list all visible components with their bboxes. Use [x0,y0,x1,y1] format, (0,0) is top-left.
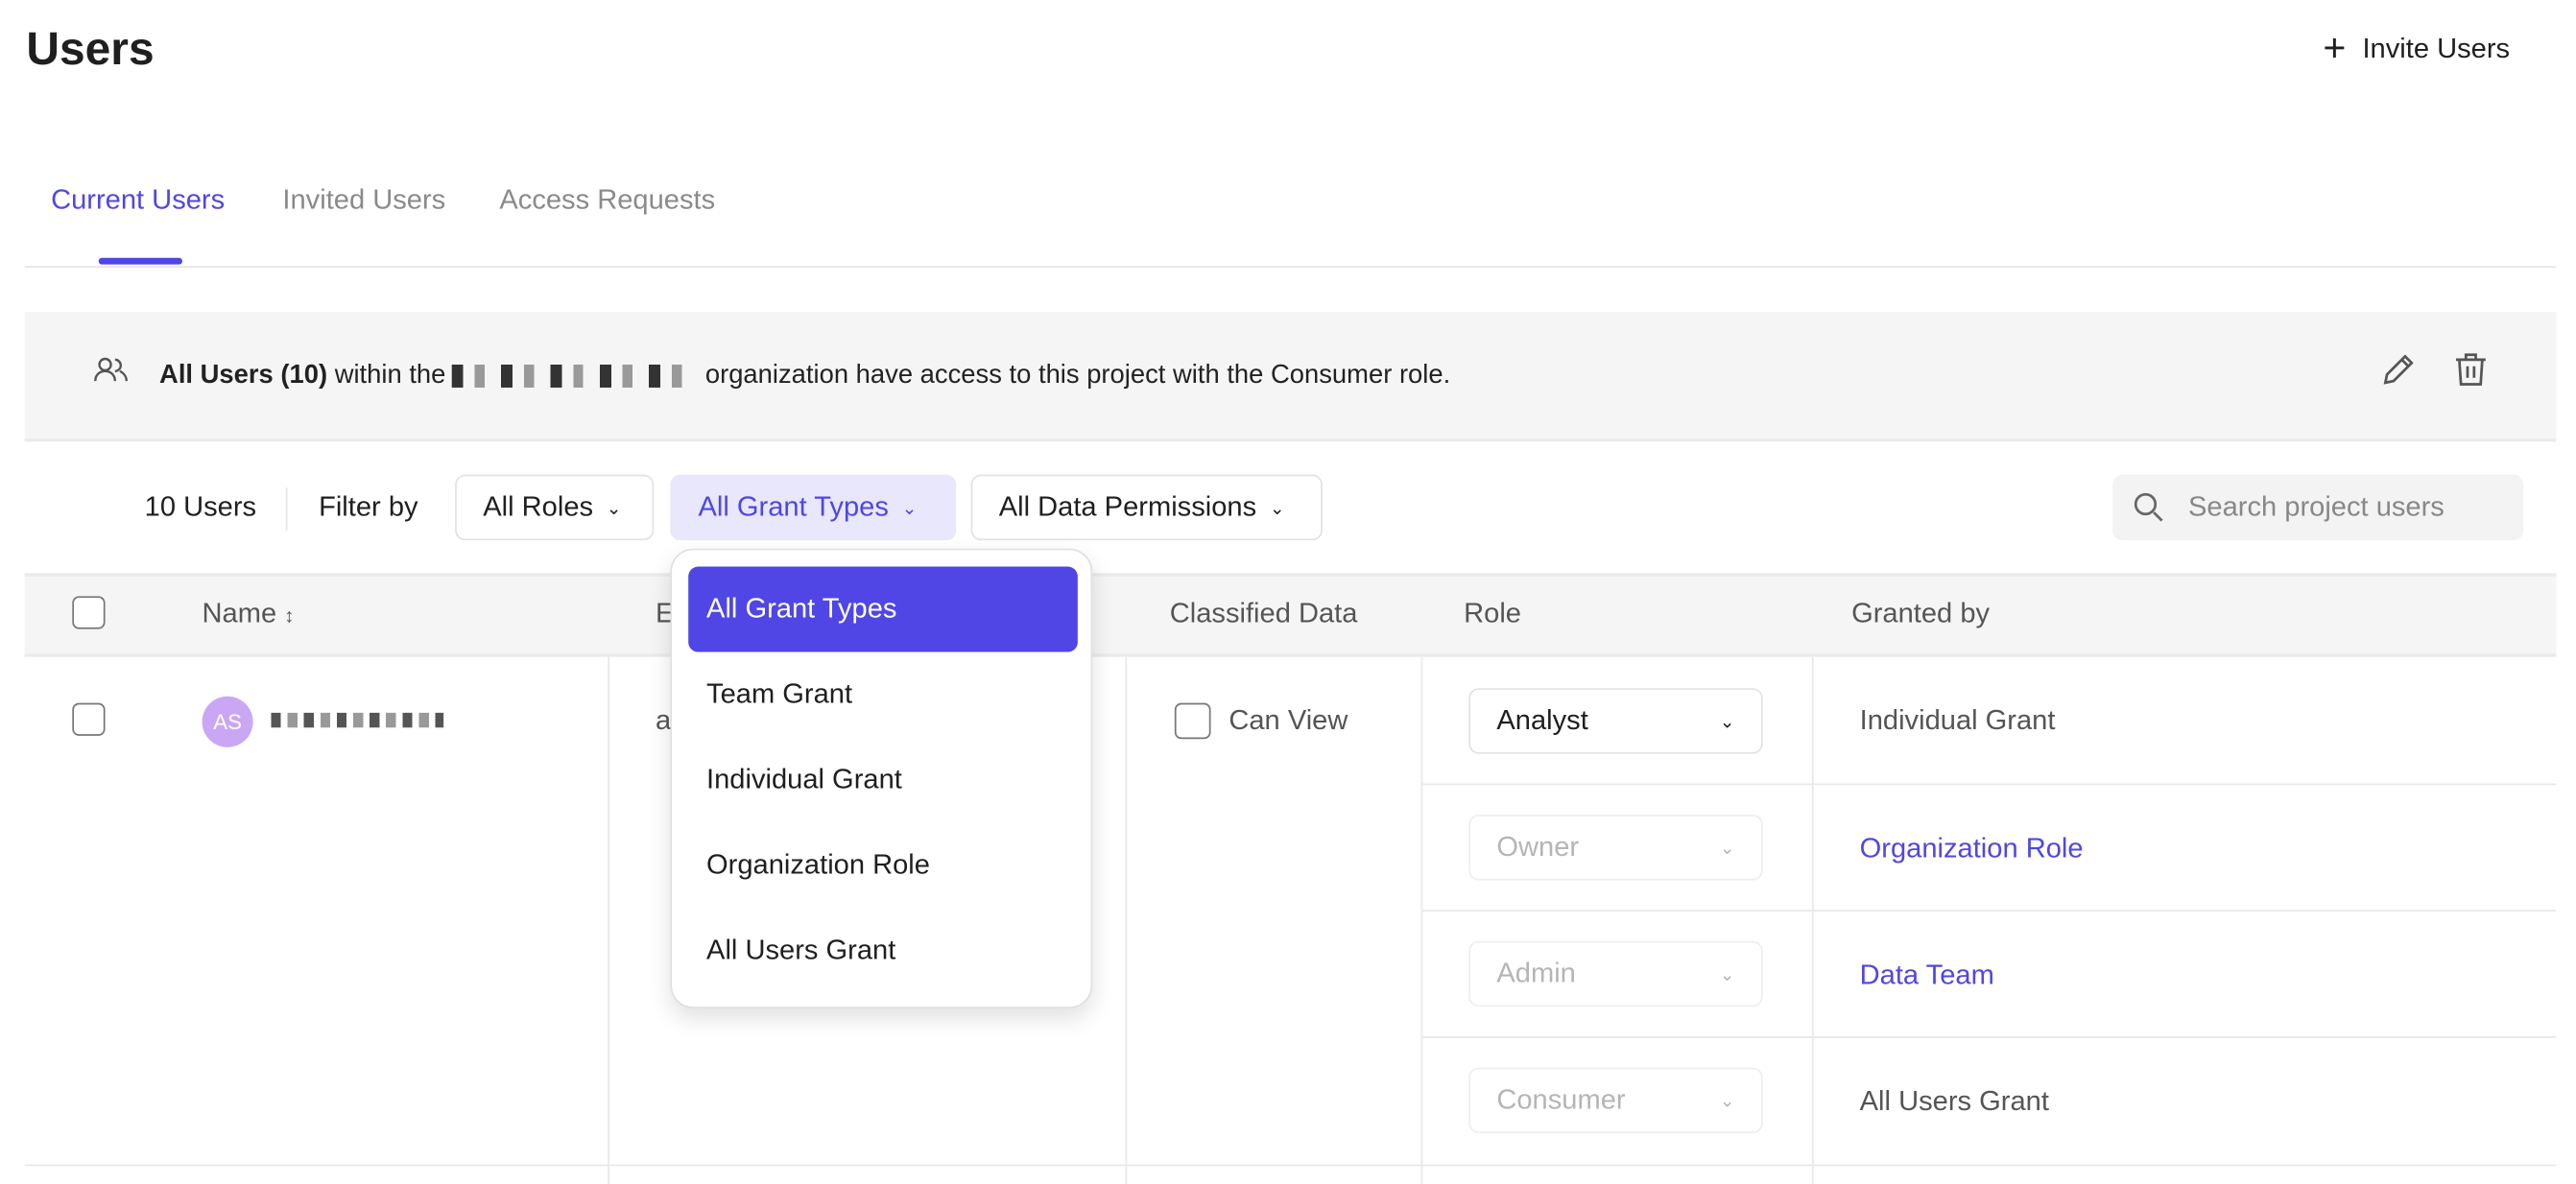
search-input[interactable] [2184,489,2504,526]
chevron-down-icon: ⌄ [901,498,918,519]
tab-invited-users[interactable]: Invited Users [282,183,446,216]
invite-users-label: Invite Users [2362,33,2511,64]
banner-bold: All Users (10) [159,361,328,390]
grant-types-menu: All Grant Types Team Grant Individual Gr… [670,548,1093,1008]
row-checkbox[interactable] [72,702,106,736]
granted-by-all-users: All Users Grant [1859,1085,2049,1117]
chevron-down-icon: ⌄ [1719,838,1735,859]
role-value: Admin [1496,957,1576,989]
row-divider [1420,910,2557,912]
granted-by-organization-role-link[interactable]: Organization Role [1859,832,2084,864]
tab-current-users[interactable]: Current Users [51,183,226,216]
redacted-user-name [271,712,444,728]
role-value: Owner [1496,831,1580,863]
role-select-analyst[interactable]: Analyst ⌄ [1468,688,1763,754]
role-value: Consumer [1496,1083,1626,1116]
role-select-owner: Owner ⌄ [1468,815,1763,881]
search-icon [2134,492,2163,522]
role-value: Analyst [1496,704,1588,736]
active-tab-indicator [98,257,182,265]
menu-item-all-users-grant[interactable]: All Users Grant [706,934,896,966]
name-header-label: Name [202,598,277,629]
banner-post: organization have access to this project… [704,361,1451,390]
trash-icon[interactable] [2449,348,2493,391]
chevron-down-icon: ⌄ [1719,712,1735,732]
roles-filter-dropdown[interactable]: All Roles ⌄ [455,474,655,541]
menu-item-organization-role[interactable]: Organization Role [706,848,930,881]
tabs-divider [24,266,2557,269]
roles-filter-label: All Roles [483,490,594,523]
row-divider [1420,783,2557,786]
search-box[interactable] [2112,474,2524,541]
redacted-org-name [452,364,700,388]
column-divider [1812,656,1814,1184]
table-header [24,573,2557,657]
data-permissions-filter-dropdown[interactable]: All Data Permissions ⌄ [970,474,1323,541]
column-header-granted-by: Granted by [1851,598,1991,629]
column-header-email: E [655,598,675,629]
menu-item-individual-grant[interactable]: Individual Grant [706,763,902,795]
chevron-down-icon: ⌄ [1269,498,1285,519]
user-email: a [655,704,672,736]
sort-icon: ↕ [284,604,295,628]
role-select-consumer: Consumer ⌄ [1468,1067,1763,1134]
user-count: 10 Users [144,490,257,523]
chevron-down-icon: ⌄ [1719,1091,1735,1111]
column-divider [608,656,610,1184]
granted-by-individual: Individual Grant [1859,704,2056,736]
column-divider [1125,656,1128,1184]
plus-icon: + [2323,26,2347,71]
column-header-role: Role [1464,598,1521,629]
banner-pre: within the [327,361,446,390]
users-icon [94,357,128,382]
select-all-checkbox[interactable] [72,596,106,629]
pencil-icon[interactable] [2377,348,2421,391]
grant-types-filter-dropdown[interactable]: All Grant Types ⌄ [670,474,957,541]
menu-item-all-grant-types[interactable]: All Grant Types [688,566,1078,652]
column-divider [1420,656,1423,1184]
column-header-classified-data: Classified Data [1169,598,1358,629]
tab-access-requests[interactable]: Access Requests [499,183,716,216]
all-users-banner [24,312,2557,442]
filter-separator [285,487,288,531]
role-select-admin: Admin ⌄ [1468,940,1763,1007]
menu-item-team-grant[interactable]: Team Grant [706,677,853,710]
can-view-label: Can View [1228,704,1348,736]
row-divider [24,1164,2557,1167]
chevron-down-icon: ⌄ [1719,964,1735,985]
chevron-down-icon: ⌄ [606,498,622,519]
banner-message: All Users (10) within the organization ha… [159,362,1450,391]
avatar: AS [202,696,253,747]
invite-users-button[interactable]: + Invite Users [2323,26,2511,71]
data-permissions-filter-label: All Data Permissions [998,490,1257,523]
row-divider [1420,1036,2557,1038]
granted-by-data-team-link[interactable]: Data Team [1859,959,1994,991]
column-header-name[interactable]: Name ↕ [203,598,295,630]
page-title: Users [26,22,155,75]
filter-by-label: Filter by [319,490,418,523]
can-view-checkbox[interactable] [1174,702,1211,740]
grant-types-filter-label: All Grant Types [698,490,889,523]
